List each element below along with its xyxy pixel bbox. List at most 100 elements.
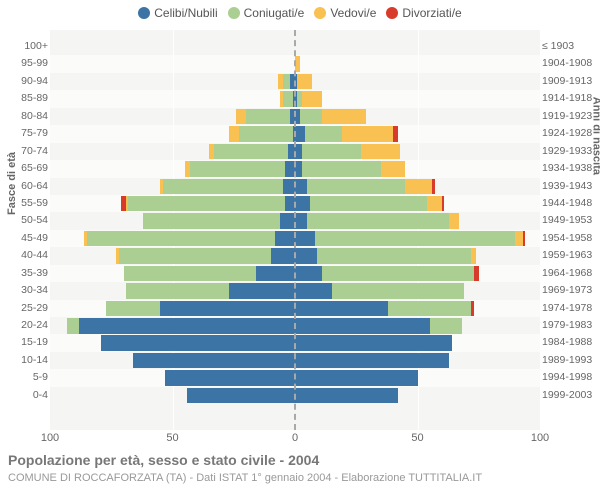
- legend-label: Coniugati/e: [244, 6, 305, 20]
- bar-segment-married: [307, 213, 449, 229]
- x-tick: 100: [531, 432, 549, 444]
- birth-year-label: 1974-1978: [542, 300, 598, 317]
- bar-segment-married: [143, 213, 280, 229]
- plot-area: [50, 30, 540, 430]
- birth-year-label: 1904-1908: [542, 55, 598, 72]
- bar-segment-single: [133, 353, 295, 369]
- age-label: 30-34: [0, 282, 48, 299]
- bar-segment-married: [214, 144, 288, 160]
- bar-segment-married: [307, 179, 405, 195]
- bar-segment-married: [283, 74, 290, 90]
- x-tick: 0: [292, 432, 298, 444]
- age-label: 25-29: [0, 300, 48, 317]
- legend-item: Vedovi/e: [314, 6, 376, 20]
- bar-segment-single: [187, 388, 295, 404]
- age-label: 55-59: [0, 195, 48, 212]
- birth-year-label: 1989-1993: [542, 352, 598, 369]
- x-tick: 100: [41, 432, 59, 444]
- birth-year-label: 1944-1948: [542, 195, 598, 212]
- age-label: 85-89: [0, 90, 48, 107]
- center-line: [294, 30, 296, 430]
- female-bar: [295, 283, 464, 299]
- female-bar: [295, 161, 405, 177]
- bar-segment-married: [388, 301, 471, 317]
- bar-segment-widowed: [471, 248, 476, 264]
- birth-year-label: 1909-1913: [542, 73, 598, 90]
- age-label: 80-84: [0, 108, 48, 125]
- bar-segment-widowed: [297, 74, 312, 90]
- age-label: 40-44: [0, 247, 48, 264]
- bar-segment-married: [283, 91, 293, 107]
- bar-segment-single: [79, 318, 295, 334]
- bar-segment-widowed: [342, 126, 393, 142]
- legend-item: Celibi/Nubili: [138, 6, 217, 20]
- birth-year-label: 1934-1938: [542, 160, 598, 177]
- female-bar: [295, 179, 435, 195]
- bar-segment-widowed: [322, 109, 366, 125]
- bar-segment-single: [295, 335, 452, 351]
- birth-year-label: 1939-1943: [542, 178, 598, 195]
- bar-segment-divorced: [471, 301, 473, 317]
- birth-year-label: 1979-1983: [542, 317, 598, 334]
- birth-year-label: 1949-1953: [542, 212, 598, 229]
- bar-segment-married: [190, 161, 286, 177]
- age-label: 20-24: [0, 317, 48, 334]
- bar-segment-single: [295, 283, 332, 299]
- bar-segment-married: [302, 161, 380, 177]
- bar-segment-married: [317, 248, 471, 264]
- male-bar: [124, 266, 295, 282]
- age-label: 75-79: [0, 125, 48, 142]
- bar-segment-single: [295, 231, 315, 247]
- male-bar: [67, 318, 295, 334]
- bar-segment-married: [124, 266, 256, 282]
- bar-segment-married: [126, 283, 229, 299]
- bar-segment-married: [87, 231, 276, 247]
- bar-segment-single: [295, 318, 430, 334]
- legend: Celibi/Nubili Coniugati/e Vedovi/e Divorzia…: [0, 0, 600, 20]
- female-bar: [295, 196, 444, 212]
- bar-segment-single: [101, 335, 295, 351]
- y-left-labels: 100+95-9990-9485-8980-8475-7970-7465-696…: [0, 38, 48, 404]
- bar-segment-married: [315, 231, 516, 247]
- chart-title: Popolazione per età, sesso e stato civil…: [8, 452, 319, 468]
- bar-segment-single: [275, 231, 295, 247]
- male-bar: [106, 301, 295, 317]
- male-bar: [84, 231, 295, 247]
- birth-year-label: 1954-1958: [542, 230, 598, 247]
- bar-segment-widowed: [405, 179, 432, 195]
- bar-segment-single: [165, 370, 295, 386]
- male-bar: [101, 335, 295, 351]
- bar-segment-widowed: [361, 144, 400, 160]
- male-bar: [121, 196, 295, 212]
- female-bar: [295, 301, 474, 317]
- bar-segment-divorced: [393, 126, 398, 142]
- bar-segment-married: [305, 126, 342, 142]
- age-label: 70-74: [0, 143, 48, 160]
- x-tick: 50: [166, 432, 178, 444]
- female-bar: [295, 74, 312, 90]
- y-right-labels: ≤ 19031904-19081909-19131914-19181919-19…: [542, 38, 598, 404]
- legend-label: Divorziati/e: [402, 6, 461, 20]
- female-bar: [295, 231, 525, 247]
- bar-segment-single: [271, 248, 296, 264]
- bar-segment-single: [295, 388, 398, 404]
- legend-swatch: [228, 7, 240, 19]
- male-bar: [278, 74, 295, 90]
- age-label: 90-94: [0, 73, 48, 90]
- bar-segment-single: [295, 213, 307, 229]
- bar-segment-married: [310, 196, 428, 212]
- female-bar: [295, 109, 366, 125]
- bar-segment-married: [246, 109, 290, 125]
- birth-year-label: 1924-1928: [542, 125, 598, 142]
- population-pyramid-chart: Celibi/Nubili Coniugati/e Vedovi/e Divorzia…: [0, 0, 600, 500]
- bar-segment-divorced: [432, 179, 434, 195]
- bar-segment-divorced: [474, 266, 479, 282]
- bar-segment-married: [67, 318, 79, 334]
- age-label: 50-54: [0, 212, 48, 229]
- legend-item: Divorziati/e: [386, 6, 461, 20]
- male-bar: [133, 353, 295, 369]
- bar-segment-single: [295, 370, 418, 386]
- age-label: 5-9: [0, 369, 48, 386]
- female-bar: [295, 126, 398, 142]
- bar-segment-single: [295, 161, 302, 177]
